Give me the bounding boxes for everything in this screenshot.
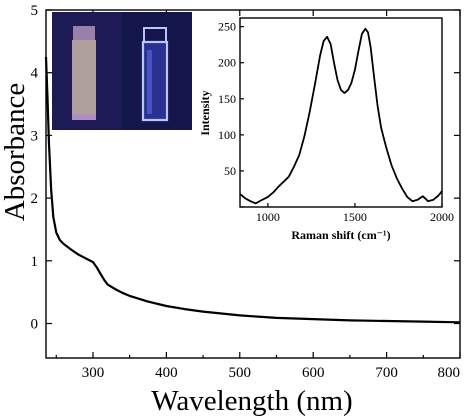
inset-x-tick-label: 1500 [343,210,367,224]
absorbance-curve [44,56,461,324]
inset-frame [239,17,443,208]
inset-x-tick-label: 1000 [256,210,280,224]
inset-x-axis-label: Raman shift (cm⁻¹) [291,228,390,242]
cuvette-cap-left [73,26,95,40]
inset-y-tick-label: 200 [218,56,236,70]
x-tick-label: 700 [375,365,398,381]
cuvette-left [72,40,96,120]
main-chart: 0 1 2 3 4 5 300 400 500 600 700 800 Wavelength (nm) A… [0,3,461,417]
y-tick-label: 1 [31,254,39,270]
y-tick-label: 5 [31,3,39,19]
inset-x-tick-label: 2000 [430,210,454,224]
y-tick-label: 4 [31,66,39,82]
inset-y-tick-label: 50 [224,164,236,178]
cuvette-right [141,40,169,122]
raman-curve [239,27,443,205]
raman-inset-chart: 50 100 150 200 250 1000 1500 2000 Raman shift (c… [198,17,454,242]
y-tick-label: 3 [31,128,39,144]
y-tick-label: 2 [31,191,39,207]
cuvette-right-glow [147,50,152,114]
y-axis-label: Absorbance [0,83,31,222]
x-tick-label: 600 [302,365,325,381]
x-tick-label: 300 [82,365,105,381]
inset-y-tick-label: 100 [218,128,236,142]
inset-y-tick-label: 150 [218,92,236,106]
x-tick-label: 800 [438,365,461,381]
y-tick-label: 0 [31,317,39,333]
inset-y-axis-label: Intensity [198,90,212,135]
x-tick-label: 400 [155,365,178,381]
x-tick-label: 500 [229,365,252,381]
x-axis-label: Wavelength (nm) [151,385,352,417]
plot-frame [45,9,461,359]
cuvette-photo [52,12,192,130]
inset-y-tick-label: 250 [218,20,236,34]
cuvette-base-left [72,114,96,120]
